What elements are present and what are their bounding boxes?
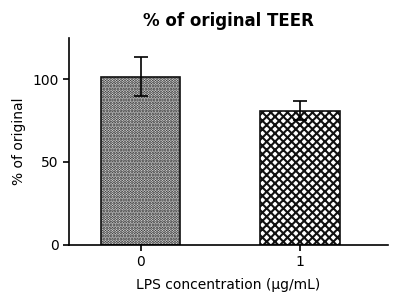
Bar <box>260 111 340 245</box>
Y-axis label: % of original: % of original <box>12 97 26 185</box>
X-axis label: LPS concentration (µg/mL): LPS concentration (µg/mL) <box>136 278 320 292</box>
Title: % of original TEER: % of original TEER <box>143 12 314 30</box>
Bar <box>101 77 180 245</box>
